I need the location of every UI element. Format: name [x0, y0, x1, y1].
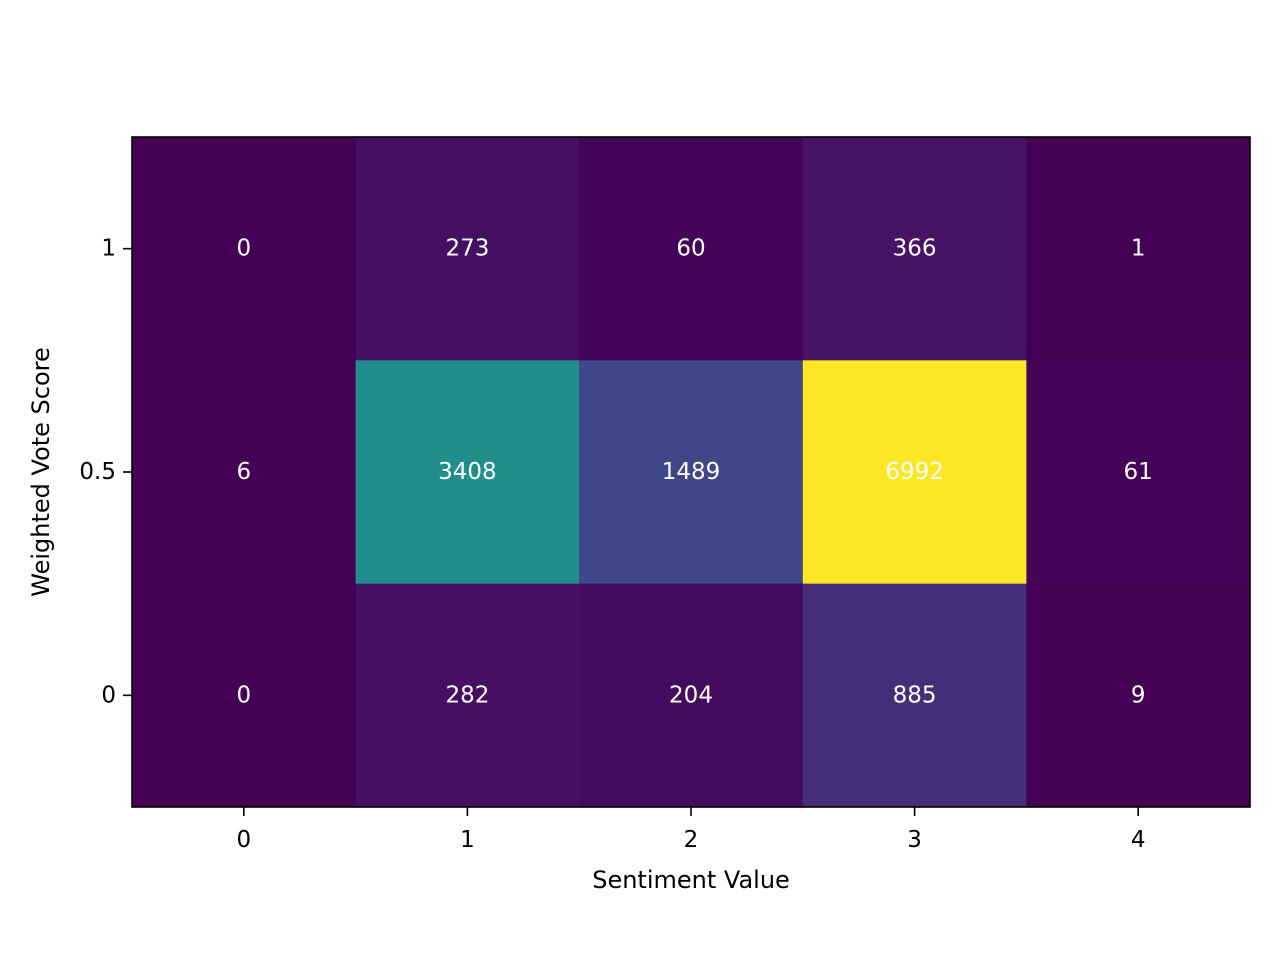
cell-value-r2-c2: 204 [669, 682, 713, 708]
cell-value-r0-c2: 60 [676, 236, 705, 262]
cell-value-r2-c1: 282 [445, 682, 489, 708]
x-tick-label-2: 2 [684, 827, 699, 853]
x-tick-label-3: 3 [907, 827, 922, 853]
heatmap-cell-r2-c2 [579, 583, 804, 808]
x-axis-label: Sentiment Value [592, 866, 790, 894]
cell-value-r1-c2: 1489 [662, 459, 721, 485]
heatmap-cell-r1-c2 [579, 360, 804, 585]
heatmap-cell-r0-c4 [1026, 137, 1251, 361]
x-tick-label-1: 1 [460, 827, 475, 853]
y-axis-label: Weighted Vote Score [27, 347, 55, 597]
heatmap-cell-labels: 0 273 60 366 1 6 3408 1489 6992 61 0 282 204 885 9 [236, 236, 1152, 709]
heatmap-cell-r0-c1 [355, 137, 580, 361]
cell-value-r1-c0: 6 [236, 459, 251, 485]
y-tick-label-1: 0.5 [79, 459, 116, 485]
heatmap-cell-r2-c3 [802, 583, 1027, 808]
heatmap-cell-r1-c3 [802, 360, 1027, 585]
heatmap-cell-r2-c0 [132, 583, 357, 808]
heatmap-cell-r0-c2 [579, 137, 804, 361]
heatmap-cell-r1-c0 [132, 360, 357, 585]
cell-value-r1-c3: 6992 [885, 459, 944, 485]
cell-value-r1-c1: 3408 [438, 459, 497, 485]
cell-value-r2-c4: 9 [1131, 682, 1146, 708]
cell-value-r0-c4: 1 [1131, 236, 1146, 262]
cell-value-r0-c3: 366 [893, 236, 937, 262]
x-axis-ticks: 0 1 2 3 4 [236, 807, 1146, 853]
cell-value-r0-c1: 273 [445, 236, 489, 262]
cell-value-r2-c3: 885 [893, 682, 937, 708]
y-axis-ticks: 10.50 [79, 236, 132, 708]
heatmap-cell-r1-c1 [355, 360, 580, 585]
cell-value-r1-c4: 61 [1124, 459, 1153, 485]
cell-value-r2-c0: 0 [236, 682, 251, 708]
heatmap-cell-r2-c4 [1026, 583, 1251, 808]
heatmap-cells [132, 137, 1251, 808]
heatmap-cell-r0-c3 [802, 137, 1027, 361]
cell-value-r0-c0: 0 [236, 236, 251, 262]
heatmap-cell-r1-c4 [1026, 360, 1251, 585]
heatmap-cell-r0-c0 [132, 137, 357, 361]
heatmap-cell-r2-c1 [355, 583, 580, 808]
y-tick-label-0: 1 [101, 236, 116, 262]
y-tick-label-2: 0 [101, 682, 116, 708]
x-tick-label-0: 0 [236, 827, 251, 853]
x-tick-label-4: 4 [1131, 827, 1146, 853]
